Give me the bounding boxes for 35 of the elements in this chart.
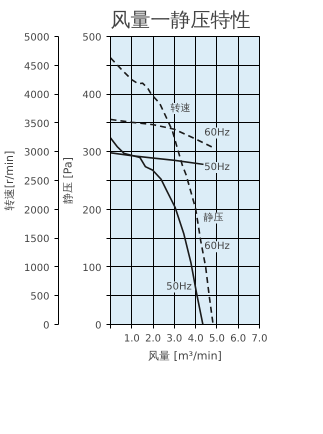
y-axis-title: 静压 [Pa]	[61, 157, 74, 204]
y-tick-label: 100	[82, 262, 102, 274]
annotation: 静压	[203, 211, 224, 224]
x-tick-label: 6.0	[230, 334, 246, 344]
annotation: 50Hz	[166, 282, 192, 293]
y2-tick-label: 4000	[24, 90, 50, 102]
y-tick-label: 200	[82, 205, 102, 216]
annotation: 50Hz	[204, 162, 230, 174]
y2-tick-label: 0	[43, 320, 50, 332]
chart-title: 风量一静压特性	[110, 8, 250, 32]
y-tick-label: 300	[82, 148, 102, 159]
annotation: 60Hz	[204, 241, 230, 252]
x-axis-title: 风量 [m³/min]	[148, 350, 222, 362]
y2-axis-title: 转速[r/min]	[3, 150, 16, 210]
annotation: 60Hz	[204, 127, 230, 138]
y2-tick-label: 3500	[24, 118, 50, 130]
x-tick-label: 1.0	[124, 334, 140, 344]
y2-tick-label: 3000	[24, 148, 50, 159]
line-series	[110, 137, 204, 324]
x-tick-label: 7.0	[252, 334, 268, 344]
y-tick-label: 0	[95, 320, 102, 332]
x-tick-label: 4.0	[188, 334, 204, 344]
x-tick-label: 5.0	[208, 334, 225, 344]
y2-tick-label: 2500	[24, 176, 50, 188]
y2-tick-label: 2000	[24, 205, 50, 216]
y-tick-label: 500	[82, 32, 102, 44]
y2-tick-label: 1000	[24, 262, 50, 274]
x-tick-label: 3.0	[166, 334, 182, 344]
annotation: 转速	[170, 102, 191, 114]
x-tick-label: 2.0	[145, 334, 162, 344]
y2-tick-label: 5000	[24, 32, 50, 44]
y2-tick-label: 500	[30, 292, 50, 303]
y2-tick-label: 1500	[24, 234, 50, 246]
y2-tick-label: 4500	[24, 61, 50, 72]
y-tick-label: 400	[82, 90, 102, 102]
